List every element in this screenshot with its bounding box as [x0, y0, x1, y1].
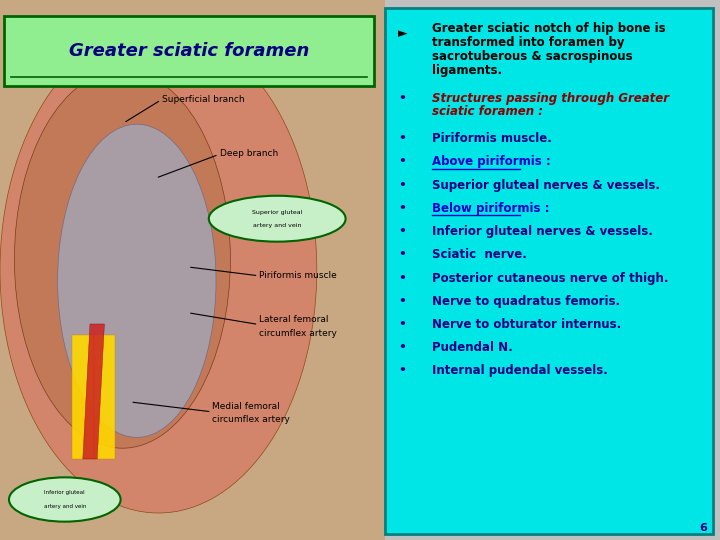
- Text: Deep branch: Deep branch: [220, 150, 278, 158]
- Text: Nerve to obturator internus.: Nerve to obturator internus.: [432, 318, 621, 331]
- Text: 6: 6: [699, 523, 707, 533]
- Text: •: •: [398, 295, 406, 308]
- Text: •: •: [398, 341, 406, 354]
- Text: •: •: [398, 132, 406, 145]
- Text: circumflex artery: circumflex artery: [259, 329, 337, 338]
- FancyBboxPatch shape: [0, 0, 385, 540]
- Text: •: •: [398, 202, 406, 215]
- Text: •: •: [398, 225, 406, 238]
- Text: Greater sciatic foramen: Greater sciatic foramen: [69, 42, 310, 60]
- Text: Piriformis muscle.: Piriformis muscle.: [432, 132, 552, 145]
- Text: sciatic foramen :: sciatic foramen :: [432, 105, 543, 118]
- Text: Inferior gluteal nerves & vessels.: Inferior gluteal nerves & vessels.: [432, 225, 653, 238]
- Text: sacrotuberous & sacrospinous: sacrotuberous & sacrospinous: [432, 50, 633, 63]
- Ellipse shape: [209, 195, 346, 241]
- Ellipse shape: [0, 27, 317, 513]
- Text: •: •: [398, 364, 406, 377]
- FancyBboxPatch shape: [385, 8, 713, 534]
- Text: Nerve to quadratus femoris.: Nerve to quadratus femoris.: [432, 295, 620, 308]
- Text: •: •: [398, 92, 406, 105]
- Text: Superior gluteal: Superior gluteal: [252, 210, 302, 215]
- Text: Posterior cutaneous nerve of thigh.: Posterior cutaneous nerve of thigh.: [432, 272, 668, 285]
- Text: •: •: [398, 318, 406, 331]
- Polygon shape: [94, 335, 115, 459]
- Text: Superior gluteal nerves & vessels.: Superior gluteal nerves & vessels.: [432, 179, 660, 192]
- Text: Medial femoral: Medial femoral: [212, 402, 280, 410]
- Text: Structures passing through Greater: Structures passing through Greater: [432, 92, 669, 105]
- Ellipse shape: [14, 70, 230, 448]
- Text: artery and vein: artery and vein: [253, 222, 302, 228]
- Text: Inferior gluteal: Inferior gluteal: [45, 490, 85, 495]
- Text: Superficial branch: Superficial branch: [162, 96, 245, 104]
- Text: ligaments.: ligaments.: [432, 64, 502, 77]
- Text: •: •: [398, 179, 406, 192]
- Ellipse shape: [9, 477, 121, 522]
- Text: Below piriformis :: Below piriformis :: [432, 202, 549, 215]
- Text: Piriformis muscle: Piriformis muscle: [259, 271, 337, 280]
- Ellipse shape: [58, 124, 216, 437]
- Text: Above piriformis :: Above piriformis :: [432, 156, 551, 168]
- Text: circumflex artery: circumflex artery: [212, 415, 290, 424]
- Text: •: •: [398, 156, 406, 168]
- Text: Pudendal N.: Pudendal N.: [432, 341, 513, 354]
- Text: •: •: [398, 272, 406, 285]
- Text: •: •: [398, 248, 406, 261]
- Text: Greater sciatic notch of hip bone is: Greater sciatic notch of hip bone is: [432, 22, 665, 35]
- Text: Internal pudendal vessels.: Internal pudendal vessels.: [432, 364, 608, 377]
- Polygon shape: [72, 335, 94, 459]
- FancyBboxPatch shape: [4, 16, 374, 86]
- Polygon shape: [83, 324, 104, 459]
- Text: Sciatic  nerve.: Sciatic nerve.: [432, 248, 527, 261]
- Text: artery and vein: artery and vein: [44, 504, 86, 509]
- Text: Lateral femoral: Lateral femoral: [259, 315, 329, 324]
- Text: transformed into foramen by: transformed into foramen by: [432, 36, 624, 49]
- Text: ►: ►: [398, 27, 408, 40]
